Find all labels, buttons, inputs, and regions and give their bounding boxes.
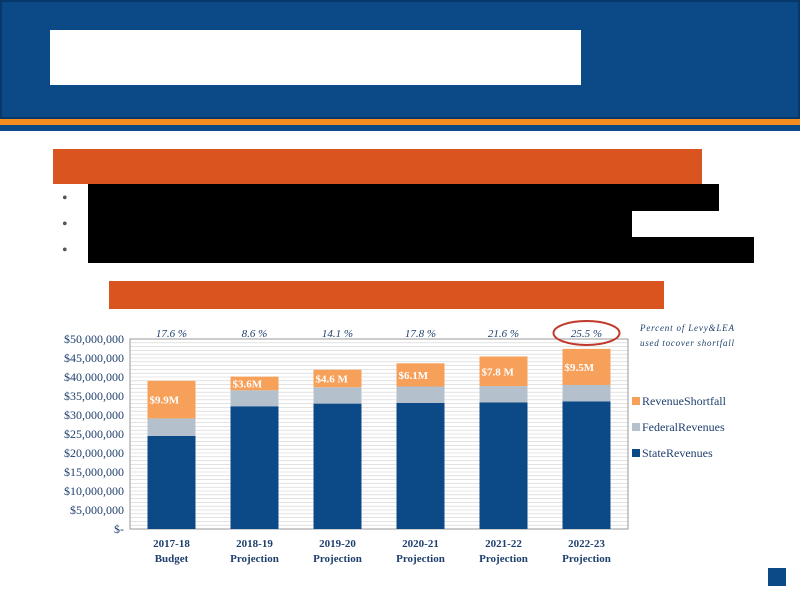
bar-shortfall-segment xyxy=(147,380,196,419)
bar-state-segment xyxy=(479,402,528,529)
x-tick-label: Projection xyxy=(479,553,528,565)
bar-state-segment xyxy=(562,401,611,529)
note-line-2: used tocover shortfall xyxy=(640,338,734,348)
y-tick-label: $25,000,000 xyxy=(64,427,124,441)
percent-label: 17.6 % xyxy=(156,328,187,340)
bar-state-segment xyxy=(396,402,445,529)
bar-value-label: $3.6M xyxy=(233,378,263,390)
bar-federal-segment xyxy=(313,387,362,404)
bar-shortfall-segment xyxy=(230,376,279,391)
legend-state-swatch xyxy=(632,449,640,457)
redacted-bullet-2 xyxy=(88,211,632,237)
bar-state-segment xyxy=(147,435,196,529)
x-tick-label: Budget xyxy=(155,553,189,565)
legend-shortfall-swatch xyxy=(632,397,640,405)
bar-shortfall-segment xyxy=(313,369,362,388)
x-tick-label: Projection xyxy=(562,553,611,565)
bar-shortfall-segment xyxy=(396,363,445,387)
percent-label: 25.5 % xyxy=(571,328,602,340)
legend-federal-label: FederalRevenues xyxy=(642,420,725,434)
redacted-bullet-1 xyxy=(88,184,719,211)
y-tick-label: $40,000,000 xyxy=(64,370,124,384)
x-tick-label: 2022-23 xyxy=(568,538,605,550)
bar-value-label: $9.5M xyxy=(565,362,595,374)
y-tick-label: $- xyxy=(114,522,124,536)
bar-state-segment xyxy=(230,406,279,529)
y-tick-label: $35,000,000 xyxy=(64,389,124,403)
y-tick-label: $20,000,000 xyxy=(64,446,124,460)
chart-banner xyxy=(109,281,664,309)
bar-federal-segment xyxy=(147,418,196,436)
header-blue-stripe xyxy=(0,125,800,131)
title-box xyxy=(50,30,581,85)
percent-label: 8.6 % xyxy=(242,328,268,340)
legend-shortfall-label: RevenueShortfall xyxy=(642,394,727,408)
bar-federal-segment xyxy=(479,386,528,403)
x-tick-label: Projection xyxy=(396,553,445,565)
bar-value-label: $4.6 M xyxy=(316,374,349,386)
percent-label: 21.6 % xyxy=(488,328,519,340)
bar-value-label: $7.8 M xyxy=(482,366,515,378)
x-tick-label: 2019-20 xyxy=(319,538,356,550)
section-banner xyxy=(53,149,702,184)
bar-federal-segment xyxy=(562,384,611,402)
note-line-1: Percent of Levy&LEA xyxy=(639,323,735,333)
legend-federal-swatch xyxy=(632,423,640,431)
header-banner xyxy=(0,0,800,119)
x-tick-label: 2017-18 xyxy=(153,538,190,550)
bar-state-segment xyxy=(313,403,362,529)
bar-shortfall-segment xyxy=(562,348,611,385)
bullet-marker: • xyxy=(62,190,68,207)
y-tick-label: $45,000,000 xyxy=(64,351,124,365)
redacted-bullet-3 xyxy=(88,237,754,263)
header-orange-stripe xyxy=(0,119,800,125)
bar-federal-segment xyxy=(396,386,445,403)
percent-label: 17.8 % xyxy=(405,328,436,340)
y-tick-label: $15,000,000 xyxy=(64,465,124,479)
bar-value-label: $9.9M xyxy=(150,395,180,407)
x-tick-label: 2021-22 xyxy=(485,538,522,550)
y-tick-label: $30,000,000 xyxy=(64,408,124,422)
x-tick-label: Projection xyxy=(313,553,362,565)
legend-state-label: StateRevenues xyxy=(642,446,713,460)
bullet-marker: • xyxy=(62,216,68,233)
bullet-marker: • xyxy=(62,242,68,259)
y-tick-label: $50,000,000 xyxy=(64,332,124,346)
x-tick-label: Projection xyxy=(230,553,279,565)
bar-shortfall-segment xyxy=(479,356,528,387)
y-tick-label: $5,000,000 xyxy=(70,503,124,517)
x-tick-label: 2020-21 xyxy=(402,538,439,550)
plot-frame xyxy=(129,338,629,530)
bar-federal-segment xyxy=(230,390,279,407)
percent-label: 14.1 % xyxy=(322,328,353,340)
y-tick-label: $10,000,000 xyxy=(64,484,124,498)
slide-corner-marker xyxy=(768,568,786,586)
highlight-circle xyxy=(552,320,621,346)
bar-value-label: $6.1M xyxy=(399,370,429,382)
x-tick-label: 2018-19 xyxy=(236,538,273,550)
